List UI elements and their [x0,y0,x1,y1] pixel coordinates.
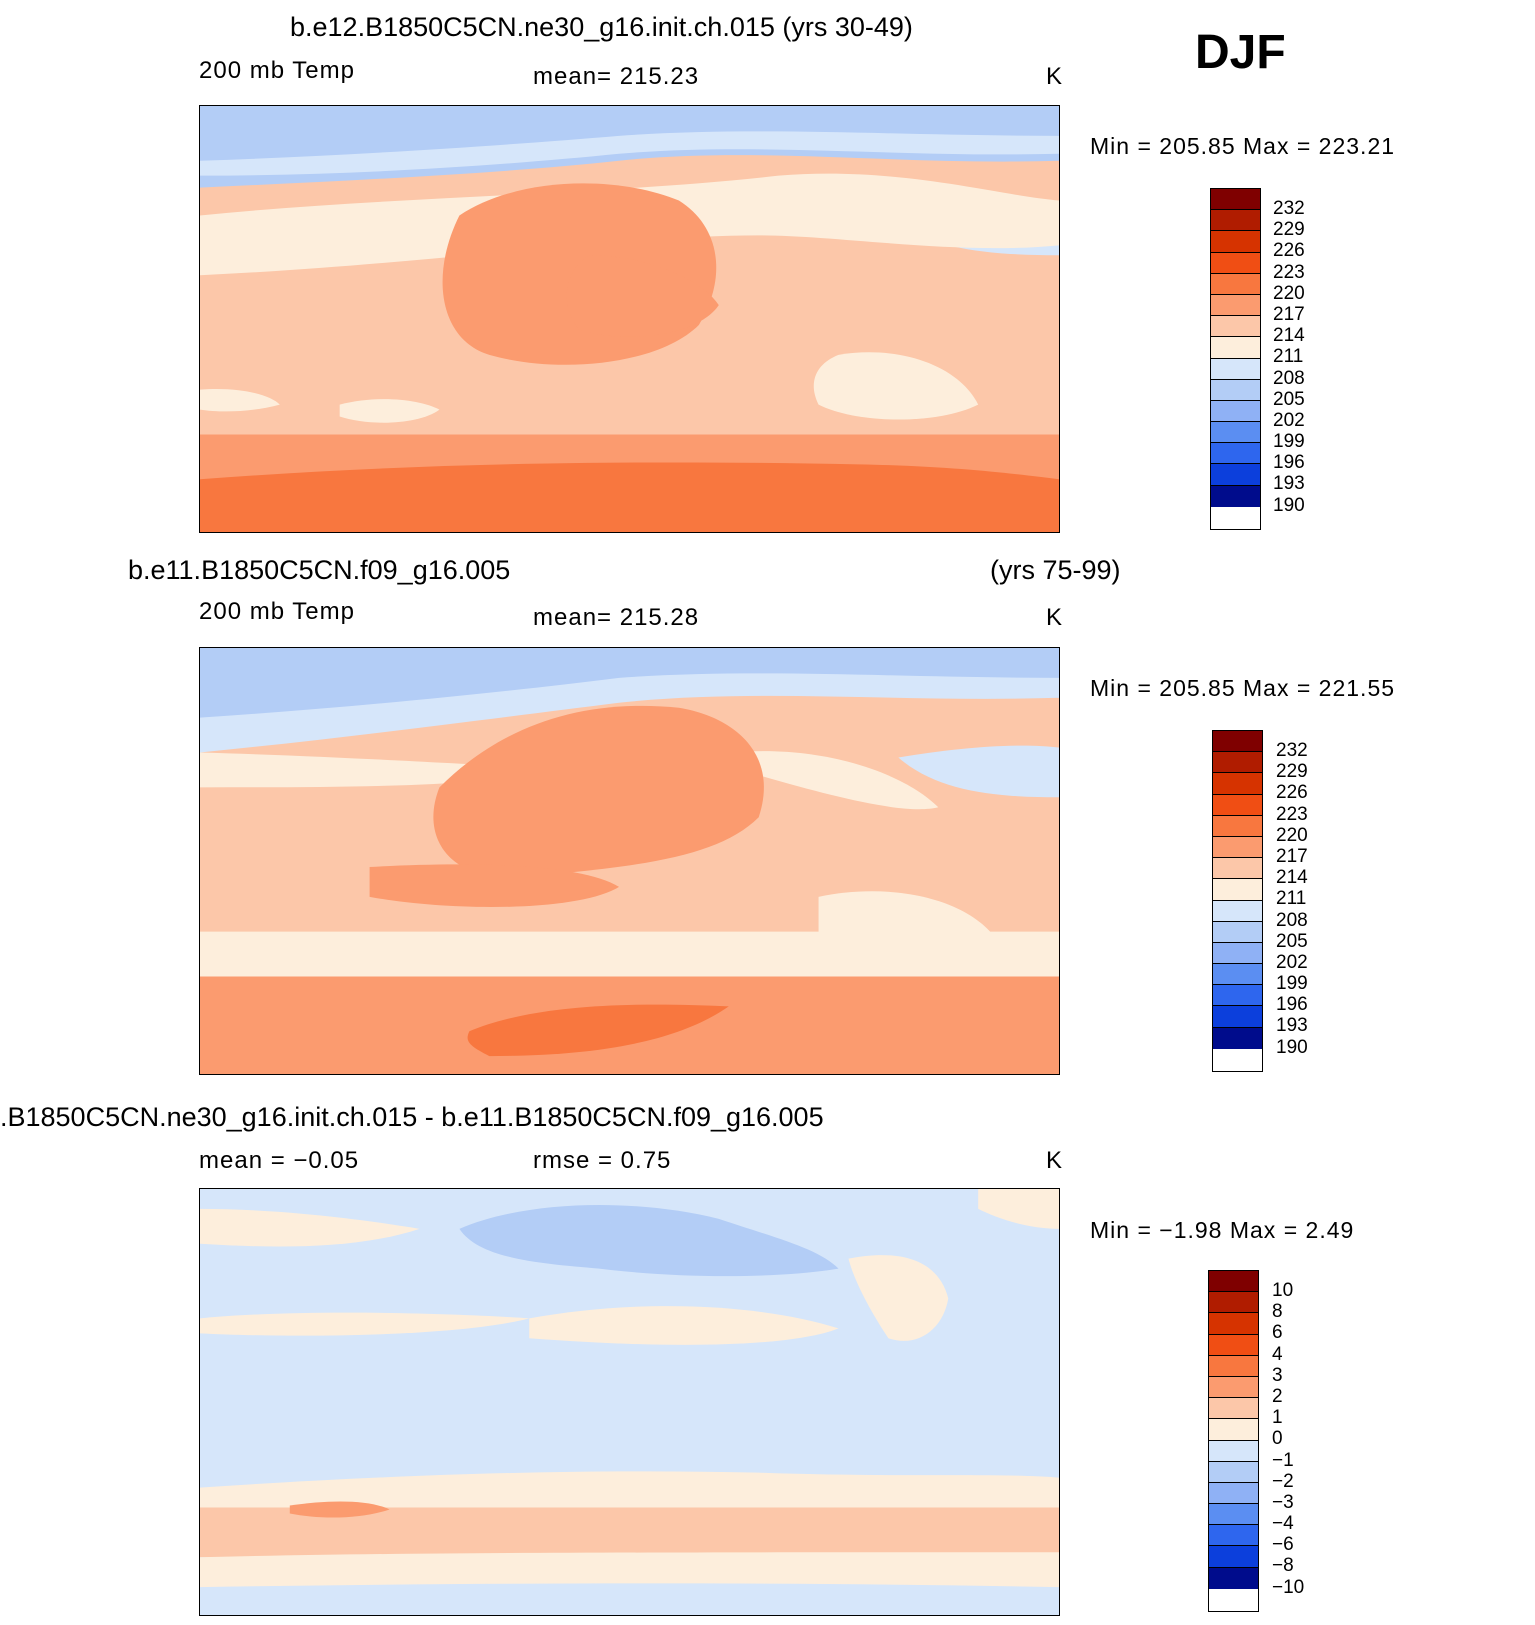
panel-1-colorbar-labels: 232 229 226 223 220 217 214 211 208 205 202 199 196 1… [1273,198,1305,516]
season-label: DJF [1195,26,1286,79]
panel-2-mean: mean= 215.28 [533,604,700,631]
panel-3-map [199,1188,1060,1616]
panel-2-colorbar [1212,730,1263,1072]
panel-1-minmax: Min = 205.85 Max = 223.21 [1090,133,1396,159]
panel-1-title: b.e12.B1850C5CN.ne30_g16.init.ch.015 (yr… [290,12,913,42]
panel-2-years: (yrs 75-99) [990,555,1121,585]
panel-3-mean: mean = −0.05 [199,1147,360,1174]
panel-2-map [199,647,1060,1075]
panel-3-colorbar-labels: 10 8 6 4 3 2 1 0 −1 −2 −3 −4 −6 −8 −10 [1272,1280,1305,1598]
panel-2-minmax: Min = 205.85 Max = 221.55 [1090,675,1396,701]
panel-1-colorbar [1210,188,1261,530]
panel-2-title: b.e11.B1850C5CN.f09_g16.005 [128,555,511,585]
panel-1-mean: mean= 215.23 [533,63,700,90]
panel-2-colorbar-labels: 232 229 226 223 220 217 214 211 208 205 202 199 196 1… [1276,740,1308,1058]
panel-3-minmax: Min = −1.98 Max = 2.49 [1090,1217,1355,1243]
panel-1-variable: 200 mb Temp [199,57,355,84]
panel-2-units: K [1046,604,1064,631]
panel-2-variable: 200 mb Temp [199,598,355,625]
panel-1-units: K [1046,63,1064,90]
panel-3-rmse: rmse = 0.75 [533,1147,672,1174]
panel-3-colorbar [1208,1270,1259,1612]
panel-1-map [199,105,1060,533]
panel-3-title: .B1850C5CN.ne30_g16.init.ch.015 - b.e11.… [0,1102,824,1132]
panel-3-units: K [1046,1147,1064,1174]
